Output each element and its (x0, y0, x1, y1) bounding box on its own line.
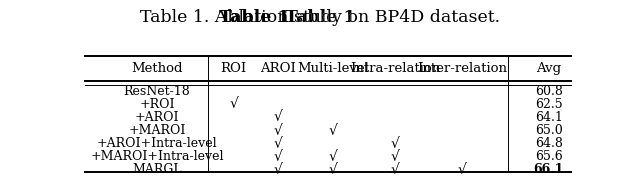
Text: √: √ (458, 163, 467, 177)
Text: √: √ (328, 124, 337, 138)
Text: √: √ (274, 150, 283, 164)
Text: 65.6: 65.6 (535, 150, 563, 163)
Text: Multi-level: Multi-level (297, 62, 369, 75)
Text: +AROI: +AROI (134, 111, 179, 124)
Text: √: √ (274, 124, 283, 138)
Text: Intra-relation: Intra-relation (350, 62, 440, 75)
Text: 65.0: 65.0 (535, 124, 563, 137)
Text: AROI: AROI (260, 62, 296, 75)
Text: 60.8: 60.8 (535, 85, 563, 98)
Text: Method: Method (131, 62, 182, 75)
Text: √: √ (390, 150, 399, 164)
Text: 64.1: 64.1 (535, 111, 563, 124)
Text: √: √ (229, 97, 238, 111)
Text: √: √ (274, 163, 283, 177)
Text: 62.5: 62.5 (535, 98, 563, 111)
Text: √: √ (274, 137, 283, 151)
Text: +MAROI: +MAROI (128, 124, 186, 137)
Text: 64.8: 64.8 (535, 137, 563, 150)
Text: 66.1: 66.1 (534, 163, 564, 176)
Text: √: √ (328, 163, 337, 177)
Text: Table 1: Table 1 (285, 9, 355, 26)
Text: Table 1. Ablation study on BP4D dataset.: Table 1. Ablation study on BP4D dataset. (140, 9, 500, 26)
Text: +MAROI+Intra-level: +MAROI+Intra-level (90, 150, 223, 163)
Text: MARGL: MARGL (132, 163, 182, 176)
Text: Table 1. Ablation study on BP4D dataset.: Table 1. Ablation study on BP4D dataset. (140, 9, 500, 26)
Text: ResNet-18: ResNet-18 (124, 85, 190, 98)
Text: ROI: ROI (221, 62, 247, 75)
Text: √: √ (390, 163, 399, 177)
Text: +AROI+Intra-level: +AROI+Intra-level (97, 137, 217, 150)
Text: +ROI: +ROI (139, 98, 175, 111)
Text: Inter-relation: Inter-relation (417, 62, 507, 75)
Text: Avg: Avg (536, 62, 561, 75)
Text: √: √ (274, 111, 283, 124)
Text: Table 1: Table 1 (219, 9, 289, 26)
Text: √: √ (390, 137, 399, 151)
Text: √: √ (328, 150, 337, 164)
